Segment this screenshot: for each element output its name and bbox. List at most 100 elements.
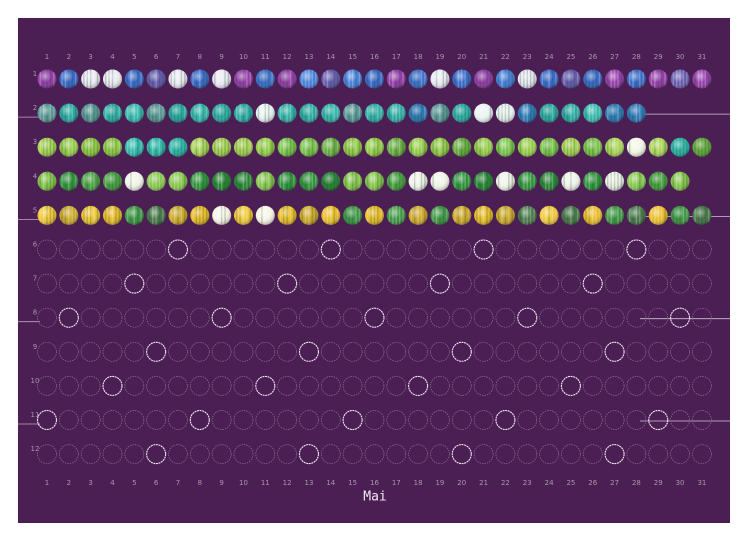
day-number-top: 25 — [566, 53, 575, 61]
empty-circle — [255, 273, 276, 294]
bead-shine — [626, 171, 646, 191]
bead-shine — [233, 171, 253, 191]
bead-shine — [255, 205, 275, 225]
highlight-circle — [495, 409, 516, 431]
bead-shine — [168, 103, 188, 123]
bead-shine — [408, 137, 428, 157]
row-number: 4 — [33, 172, 38, 180]
day-number-top: 20 — [457, 53, 466, 61]
highlight-circle — [298, 341, 320, 362]
bead-shine — [692, 205, 712, 225]
bead — [386, 137, 406, 157]
bead-shine — [364, 137, 384, 157]
empty-circle — [386, 444, 407, 464]
bead-shine — [37, 103, 57, 123]
empty-circle — [430, 307, 450, 328]
bead-shine — [561, 137, 581, 157]
empty-circle — [124, 410, 145, 430]
day-number-top: 30 — [676, 53, 685, 61]
highlight-circle — [320, 239, 341, 260]
empty-circle — [648, 239, 669, 260]
bead — [299, 205, 319, 225]
empty-circle — [648, 273, 669, 294]
empty-circle — [561, 410, 581, 430]
day-number-top: 12 — [283, 53, 292, 61]
bead-shine — [561, 171, 581, 191]
highlight-circle — [102, 375, 123, 396]
empty-circle — [539, 341, 559, 362]
bead-shine — [190, 103, 210, 123]
bead-shine — [102, 205, 122, 225]
bead — [321, 137, 341, 157]
empty-circle — [582, 307, 603, 328]
bead-shine — [59, 69, 79, 89]
bead — [583, 205, 603, 225]
day-number-top: 27 — [610, 53, 619, 61]
empty-circle — [473, 341, 494, 362]
empty-circle — [517, 410, 538, 430]
empty-circle — [80, 376, 101, 396]
bead-shine — [474, 137, 494, 157]
bead-shine — [430, 103, 450, 123]
bead-shine — [648, 205, 668, 225]
bead-shine — [670, 205, 690, 225]
empty-circle — [451, 376, 472, 396]
bead — [364, 103, 384, 123]
day-number-bottom: 2 — [67, 479, 71, 487]
bead — [168, 103, 188, 123]
bead — [321, 171, 341, 191]
bead — [81, 171, 101, 191]
bead — [386, 69, 406, 89]
empty-circle — [648, 307, 669, 328]
empty-circle — [648, 444, 669, 464]
empty-circle — [255, 410, 276, 430]
bead — [37, 171, 57, 191]
empty-circle — [189, 273, 210, 294]
highlight-circle — [560, 375, 581, 396]
bead — [299, 103, 319, 123]
empty-circle — [58, 239, 79, 260]
day-number-bottom: 14 — [326, 479, 335, 487]
bead — [299, 137, 319, 157]
bead — [474, 205, 494, 225]
bead-shine — [102, 69, 122, 89]
day-number-bottom: 5 — [132, 479, 136, 487]
day-number-top: 19 — [435, 53, 444, 61]
bead-shine — [37, 69, 57, 89]
highlight-circle — [124, 273, 145, 294]
empty-circle — [37, 341, 57, 362]
bead-shine — [81, 69, 101, 89]
empty-circle — [299, 410, 319, 430]
row-number: 3 — [33, 138, 37, 146]
bead-shine — [212, 103, 232, 123]
bead — [648, 205, 668, 225]
empty-circle — [277, 307, 297, 328]
row-number: 1 — [33, 70, 37, 78]
bead — [146, 205, 166, 225]
day-number-top: 11 — [261, 53, 270, 61]
day-number-top: 18 — [414, 53, 423, 61]
day-number-bottom: 22 — [501, 479, 510, 487]
bead-shine — [452, 171, 472, 191]
empty-circle — [168, 444, 188, 464]
day-number-top: 17 — [392, 53, 401, 61]
empty-circle — [626, 273, 647, 294]
bead-shine — [277, 171, 297, 191]
bead-shine — [277, 205, 297, 225]
bead — [430, 205, 450, 225]
bead — [277, 137, 297, 157]
bead-shine — [81, 103, 101, 123]
bead-shine — [168, 171, 188, 191]
empty-circle — [495, 444, 516, 464]
bead-shine — [59, 205, 79, 225]
bead-shine — [124, 103, 144, 123]
empty-circle — [124, 376, 145, 396]
bead-shine — [539, 137, 559, 157]
day-number-bottom: 12 — [283, 479, 292, 487]
empty-circle — [539, 307, 559, 328]
highlight-circle — [429, 273, 450, 294]
bead-shine — [670, 69, 690, 89]
empty-circle — [277, 410, 297, 430]
bead — [277, 171, 297, 191]
bead-shine — [233, 103, 253, 123]
